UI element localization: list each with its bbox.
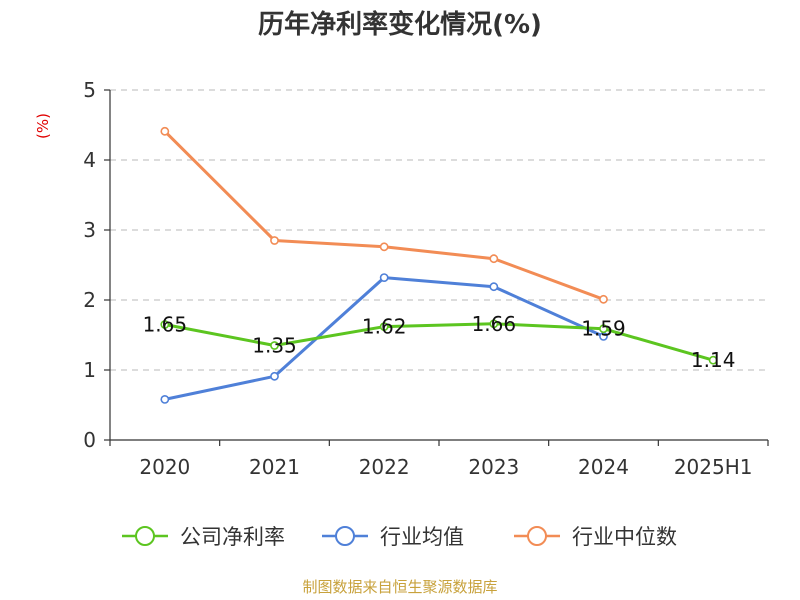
x-tick-label: 2024 (578, 455, 629, 479)
legend: 公司净利率 行业均值 行业中位数 (122, 525, 677, 549)
legend-item-2: 行业中位数 (514, 525, 677, 549)
series-0 (160, 319, 718, 365)
y-tick-label: 2 (83, 288, 96, 312)
series-2 (160, 126, 608, 304)
data-point (489, 254, 499, 264)
data-point (599, 324, 608, 334)
y-tick-label: 4 (83, 148, 96, 172)
data-label: 1.35 (252, 334, 297, 358)
data-point (270, 236, 279, 245)
data-label: 1.62 (362, 315, 407, 339)
legend-marker (135, 526, 155, 546)
data-label: 1.14 (691, 348, 736, 372)
data-label: 1.66 (472, 312, 517, 336)
data-labels: 1.65 1.35 1.62 1.66 1.59 1.14 (143, 312, 736, 372)
data-point (489, 319, 499, 329)
data-point (379, 322, 389, 331)
series-layer (160, 126, 718, 404)
y-axis-label: (%) (34, 113, 52, 139)
x-tick-label: 2020 (139, 455, 190, 479)
series-1 (160, 273, 608, 404)
legend-label: 行业均值 (380, 525, 464, 549)
legend-label: 公司净利率 (180, 525, 285, 549)
source-note: 制图数据来自恒生聚源数据库 (302, 578, 497, 596)
y-tick-label: 0 (83, 428, 96, 452)
data-label: 1.65 (143, 313, 188, 337)
data-point (270, 371, 279, 381)
legend-item-1: 行业均值 (322, 525, 464, 549)
data-label: 1.59 (581, 317, 626, 341)
y-tick-label: 5 (83, 78, 96, 102)
data-point (599, 294, 608, 304)
legend-item-0: 公司净利率 (122, 525, 285, 549)
axes: 0 1 2 3 4 5 2020 2021 2022 2023 2024 2025H1 (83, 78, 769, 479)
y-tick-label: 1 (83, 358, 96, 382)
series-line (163, 322, 715, 362)
data-point (160, 320, 170, 329)
x-tick-label: 2023 (468, 455, 519, 479)
x-tick-label: 2022 (359, 455, 410, 479)
x-tick-label: 2021 (249, 455, 300, 479)
data-point (270, 341, 279, 350)
chart-title: 历年净利率变化情况(%) (258, 9, 542, 40)
legend-label: 行业中位数 (572, 525, 677, 549)
legend-marker (527, 526, 547, 546)
data-point (708, 355, 718, 365)
data-point (160, 394, 170, 404)
grid-lines (110, 89, 768, 371)
data-point (160, 126, 170, 136)
data-point (379, 242, 389, 252)
y-tick-label: 3 (83, 218, 96, 242)
data-point (379, 273, 389, 282)
x-tick-label: 2025H1 (674, 455, 753, 479)
data-point (489, 282, 499, 292)
legend-marker (335, 526, 355, 546)
